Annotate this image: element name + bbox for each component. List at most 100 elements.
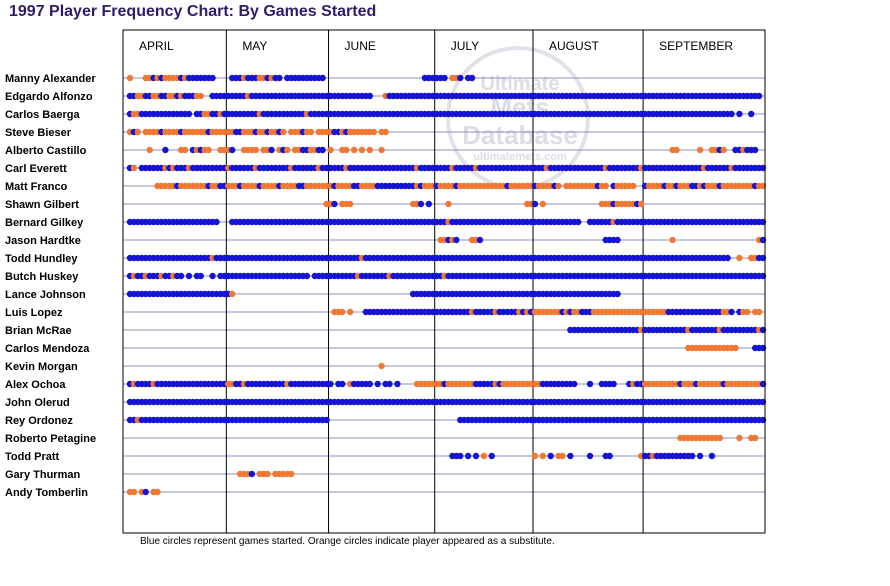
game-started-dot — [339, 380, 346, 388]
player-label: Rey Ordonez — [5, 415, 73, 427]
game-substitute-dot — [154, 488, 161, 496]
watermark-line-3: Database — [462, 120, 578, 150]
game-started-dot — [610, 380, 617, 388]
game-substitute-dot — [130, 164, 138, 172]
game-started-dot — [323, 416, 330, 424]
game-started-dot — [728, 308, 735, 316]
game-substitute-dot — [287, 470, 295, 478]
game-started-dot — [567, 452, 574, 460]
game-substitute-dot — [346, 308, 354, 316]
month-label: MAY — [242, 39, 267, 53]
player-label: Shawn Gilbert — [5, 199, 79, 211]
game-started-dot — [724, 254, 731, 262]
game-substitute-dot — [480, 452, 488, 460]
game-substitute-dot — [134, 128, 142, 136]
game-started-dot — [696, 452, 704, 460]
month-label: JULY — [451, 39, 479, 53]
game-started-dot — [606, 452, 613, 460]
game-started-dot — [614, 290, 621, 298]
chart-caption: Blue circles represent games started. Or… — [140, 536, 555, 547]
player-label: Edgardo Alfonzo — [5, 91, 93, 103]
player-label: Kevin Morgan — [5, 361, 78, 373]
game-substitute-dot — [669, 236, 676, 244]
player-rows: Manny Alexander Edgardo Alfonzo Carlos Bae… — [5, 73, 765, 499]
month-label: AUGUST — [549, 39, 600, 53]
game-started-dot — [209, 74, 216, 82]
player-label: Lance Johnson — [5, 289, 86, 301]
player-label: Andy Tomberlin — [5, 487, 88, 499]
game-substitute-dot — [382, 128, 389, 136]
game-substitute-dot — [343, 146, 350, 154]
game-started-dot — [728, 110, 735, 118]
game-substitute-dot — [732, 344, 739, 352]
game-started-dot — [394, 380, 401, 388]
game-started-dot — [457, 74, 464, 82]
game-started-dot — [386, 380, 393, 388]
player-label: Butch Huskey — [5, 271, 79, 283]
game-started-dot — [748, 110, 755, 118]
game-started-dot — [755, 92, 763, 100]
game-substitute-dot — [531, 452, 539, 460]
game-started-dot — [366, 380, 374, 388]
game-started-dot — [366, 92, 374, 100]
game-substitute-dot — [366, 146, 374, 154]
game-started-dot — [736, 110, 743, 118]
game-substitute-dot — [197, 92, 204, 100]
game-substitute-dot — [716, 434, 723, 442]
player-label: Alberto Castillo — [5, 145, 87, 157]
game-started-dot — [142, 488, 149, 496]
game-substitute-dot — [205, 146, 212, 154]
game-started-dot — [586, 452, 594, 460]
game-substitute-dot — [370, 128, 377, 136]
chart-frame — [122, 29, 766, 534]
game-substitute-dot — [181, 146, 189, 154]
player-label: Roberto Petagine — [5, 433, 96, 445]
game-substitute-dot — [602, 182, 609, 190]
game-substitute-dot — [744, 308, 751, 316]
game-started-dot — [331, 200, 338, 208]
game-started-dot — [374, 380, 381, 388]
player-label: Matt Franco — [5, 181, 68, 193]
game-started-dot — [276, 74, 283, 82]
player-label: Carl Everett — [5, 163, 67, 175]
game-started-dot — [417, 200, 425, 208]
game-substitute-dot — [751, 434, 759, 442]
game-started-dot — [441, 74, 448, 82]
game-started-dot — [751, 146, 759, 154]
game-started-dot — [197, 272, 204, 280]
game-substitute-dot — [126, 74, 134, 82]
month-label: SEPTEMBER — [659, 39, 733, 53]
game-substitute-dot — [378, 146, 385, 154]
game-started-dot — [453, 236, 460, 244]
game-substitute-dot — [280, 128, 287, 136]
game-substitute-dot — [736, 434, 743, 442]
game-substitute-dot — [555, 182, 562, 190]
game-substitute-dot — [339, 308, 346, 316]
game-started-dot — [708, 452, 716, 460]
player-label: Carlos Baerga — [5, 109, 80, 121]
player-label: Todd Hundley — [5, 253, 78, 265]
game-started-dot — [488, 452, 495, 460]
game-started-dot — [268, 146, 275, 154]
game-started-dot — [327, 380, 334, 388]
game-substitute-dot — [346, 200, 354, 208]
player-label: Bernard Gilkey — [5, 217, 84, 229]
game-substitute-dot — [559, 452, 566, 460]
game-started-dot — [457, 452, 464, 460]
game-started-dot — [472, 452, 480, 460]
game-started-dot — [468, 74, 476, 82]
game-started-dot — [209, 272, 216, 280]
game-substitute-dot — [539, 452, 547, 460]
game-substitute-dot — [539, 200, 547, 208]
player-label: Luis Lopez — [5, 307, 63, 319]
game-started-dot — [185, 272, 193, 280]
game-started-dot — [319, 74, 326, 82]
player-label: Todd Pratt — [5, 451, 60, 463]
game-dots — [126, 74, 767, 496]
game-started-dot — [425, 200, 433, 208]
game-started-dot — [476, 236, 484, 244]
game-substitute-dot — [307, 128, 315, 136]
game-substitute-dot — [229, 290, 236, 298]
game-started-dot — [248, 470, 256, 478]
